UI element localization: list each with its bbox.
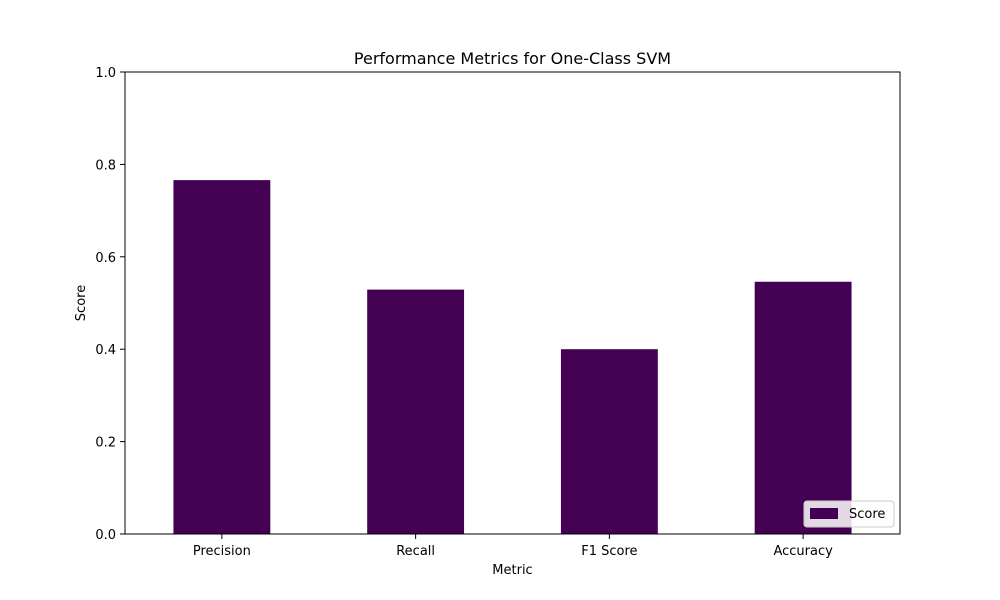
y-tick-label: 0.0 — [95, 528, 116, 543]
x-tick-label: Precision — [193, 544, 251, 559]
x-tick-label: Recall — [396, 544, 435, 559]
x-axis: Precision Recall F1 Score Accuracy — [193, 534, 833, 559]
y-tick-label: 0.2 — [95, 436, 116, 451]
y-tick-label: 0.4 — [95, 343, 116, 358]
bar — [560, 349, 658, 534]
y-axis-label: Score — [74, 285, 89, 321]
bar — [173, 180, 271, 534]
legend-box — [803, 500, 895, 528]
chart-title: Performance Metrics for One-Class SVM — [354, 49, 671, 68]
plot-frame — [124, 71, 901, 535]
bar — [367, 289, 465, 534]
bars-layer — [173, 180, 852, 534]
legend-label: Score — [849, 507, 885, 522]
y-tick-label: 1.0 — [95, 66, 116, 81]
x-tick-label: F1 Score — [581, 544, 637, 559]
y-tick-label: 0.8 — [95, 158, 116, 173]
legend-swatch — [810, 508, 838, 519]
y-tick-label: 0.6 — [95, 251, 116, 266]
x-axis-label: Metric — [492, 563, 532, 578]
y-axis: 0.0 0.2 0.4 0.6 0.8 1.0 — [95, 66, 125, 543]
bar — [754, 281, 852, 534]
x-tick-label: Accuracy — [773, 544, 833, 559]
legend: Score — [803, 500, 895, 528]
